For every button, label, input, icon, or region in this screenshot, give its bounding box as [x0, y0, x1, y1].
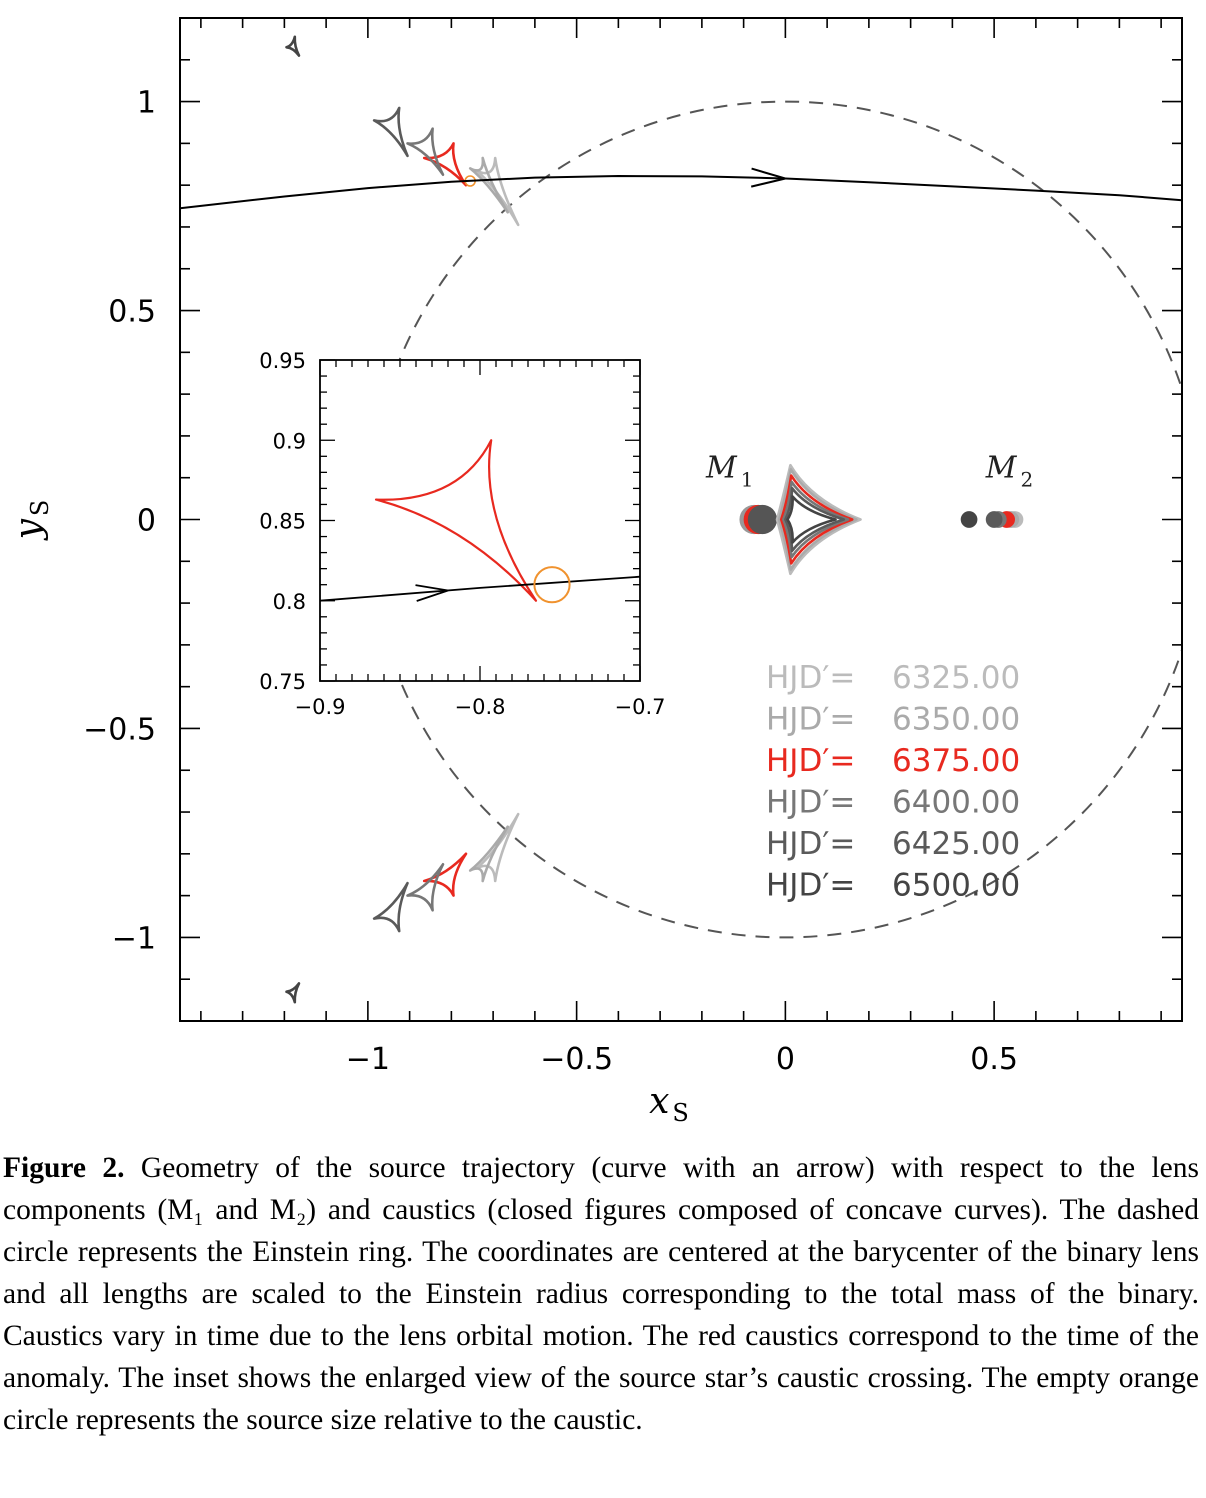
- main-plot-area: [180, 35, 1182, 1004]
- inset-trajectory-arrow: [415, 584, 449, 602]
- legend-entry-2-label: HJD′=: [766, 743, 855, 779]
- inset-source-circle: [533, 566, 571, 604]
- inset-background: [320, 360, 640, 681]
- planetary-caustic-lower-2: [422, 852, 468, 897]
- inset-y-tick-label-1: 0.8: [273, 590, 306, 614]
- legend-entry-1: HJD′= 6350.00: [766, 702, 1020, 738]
- inset-y-tick-label-3: 0.9: [273, 429, 306, 453]
- x-tick-label-2: 0: [776, 1042, 795, 1077]
- y-tick-label-0: −1: [112, 921, 156, 956]
- planetary-caustic-lower-5: [285, 982, 301, 1004]
- y-tick-label-3: 0.5: [108, 295, 156, 330]
- planetary-caustic-lower-4: [372, 881, 409, 933]
- planetary-caustic-upper-3: [406, 127, 445, 176]
- central-caustic-1: [777, 468, 858, 571]
- planetary-caustic-upper-4: [372, 106, 409, 158]
- x-tick-label-1: −0.5: [540, 1042, 613, 1077]
- figure-caption: Figure 2. Geometry of the source traject…: [3, 1147, 1199, 1441]
- legend-entry-2-value: 6375.00: [892, 743, 1020, 779]
- planetary-caustic-upper-2: [422, 142, 468, 187]
- legend-entry-0: HJD′= 6325.00: [766, 660, 1020, 696]
- legend-entry-3-value: 6400.00: [892, 785, 1020, 821]
- inset-plot-area: [320, 439, 640, 604]
- legend-entry-5-value: 6500.00: [892, 868, 1020, 904]
- legend-entry-3: HJD′= 6400.00: [766, 785, 1020, 821]
- y-axis-title-group: yS: [8, 500, 54, 542]
- y-axis-title: yS: [8, 500, 54, 542]
- inset-y-tick-label-0: 0.75: [259, 670, 306, 694]
- inset-x-tick-label-2: −0.7: [615, 695, 666, 719]
- inset-caustic: [374, 439, 538, 602]
- y-tick-label-4: 1: [137, 86, 156, 121]
- lens-dot-8: [960, 511, 978, 528]
- lens-label-1-main: M: [705, 451, 738, 486]
- planetary-caustic-upper-1: [468, 156, 509, 214]
- inset-y-tick-label-2: 0.85: [259, 510, 306, 534]
- central-caustic-4: [784, 486, 846, 553]
- central-caustic-0: [775, 463, 862, 576]
- lens-label-2-main: M: [985, 451, 1018, 486]
- lens-dot-7: [985, 511, 1003, 528]
- lens-label-2-sub: 2: [1020, 468, 1033, 492]
- central-caustic-2: [779, 474, 854, 565]
- planetary-caustic-lower-1: [468, 825, 509, 883]
- legend-entry-4-value: 6425.00: [892, 826, 1020, 862]
- x-axis-title-sub: S: [672, 1099, 688, 1127]
- inset-x-tick-label-0: −0.9: [295, 695, 346, 719]
- lens-dot-2: [747, 504, 778, 535]
- inset-trajectory: [320, 575, 640, 602]
- legend-entry-1-value: 6350.00: [892, 702, 1020, 738]
- legend-entry-0-value: 6325.00: [892, 660, 1020, 696]
- legend-entry-1-label: HJD′=: [766, 702, 855, 738]
- x-tick-label-3: 0.5: [970, 1042, 1018, 1077]
- central-caustic-3: [782, 480, 850, 559]
- caption-label: Figure 2.: [3, 1152, 125, 1184]
- y-axis-title-main: y: [8, 518, 49, 541]
- legend-entry-2: HJD′= 6375.00: [766, 743, 1020, 779]
- legend-entry-4: HJD′= 6425.00: [766, 826, 1020, 862]
- y-axis-title-sub: S: [26, 500, 54, 516]
- trajectory-arrow: [750, 167, 790, 188]
- x-tick-label-0: −1: [346, 1042, 390, 1077]
- lens-label-1-sub: 1: [741, 468, 754, 492]
- einstein-ring: [367, 100, 1182, 939]
- central-caustic-5: [786, 495, 837, 544]
- legend-entry-5-label: HJD′=: [766, 868, 855, 904]
- y-tick-label-2: 0: [137, 504, 156, 539]
- source-trajectory: [180, 174, 1182, 210]
- planetary-caustic-lower-3: [406, 863, 445, 912]
- caption-text: Geometry of the source trajectory (curve…: [3, 1152, 1199, 1436]
- legend-entry-5: HJD′= 6500.00: [766, 868, 1020, 904]
- y-tick-label-1: −0.5: [83, 712, 156, 747]
- inset-x-tick-label-1: −0.8: [455, 695, 506, 719]
- x-axis-title-main: x: [649, 1081, 669, 1122]
- legend-entry-4-label: HJD′=: [766, 826, 855, 862]
- inset-y-tick-label-4: 0.95: [259, 349, 306, 373]
- legend-entry-3-label: HJD′=: [766, 785, 855, 821]
- planetary-caustic-upper-5: [285, 35, 301, 57]
- legend-entry-0-label: HJD′=: [766, 660, 855, 696]
- figure: M 1 M 2 HJD′= 6325.00 HJD′= 6350.00 HJD′= 6375.00…: [8, 17, 1183, 1127]
